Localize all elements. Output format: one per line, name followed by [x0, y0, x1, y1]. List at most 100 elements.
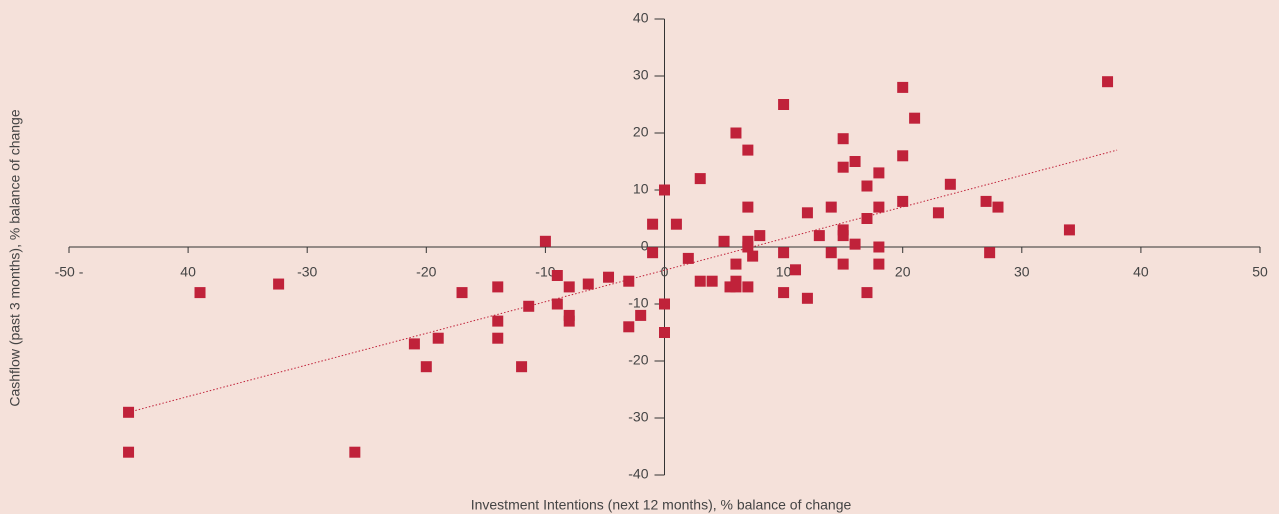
- point: [813, 230, 825, 242]
- y-tick-label: 40: [633, 10, 649, 26]
- point: [730, 275, 742, 287]
- point: [897, 150, 909, 162]
- x-tick-label: 0: [661, 264, 669, 280]
- point: [730, 258, 742, 270]
- point: [873, 167, 885, 179]
- point: [742, 144, 754, 156]
- point: [837, 161, 849, 173]
- point: [432, 332, 444, 344]
- point: [123, 446, 135, 458]
- point: [603, 271, 615, 283]
- point: [984, 247, 996, 259]
- point: [778, 247, 790, 259]
- point: [659, 298, 670, 310]
- point: [778, 99, 790, 110]
- point: [801, 207, 813, 219]
- point: [551, 270, 563, 281]
- point: [563, 315, 575, 327]
- point: [980, 195, 992, 207]
- x-tick-label: -30: [297, 264, 317, 280]
- point: [551, 298, 563, 310]
- x-tick-label: 40: [180, 264, 196, 280]
- point: [635, 309, 647, 321]
- point: [801, 292, 813, 304]
- point: [647, 247, 659, 259]
- point: [742, 241, 754, 253]
- point: [492, 315, 504, 327]
- point: [873, 201, 885, 213]
- x-tick-label: 30: [1014, 264, 1030, 280]
- point: [563, 309, 575, 321]
- point: [742, 281, 754, 293]
- point: [754, 230, 766, 242]
- point: [932, 207, 944, 219]
- point: [747, 250, 759, 262]
- point: [273, 278, 285, 290]
- point: [516, 361, 528, 373]
- point: [123, 406, 135, 418]
- x-tick-label: -20: [416, 264, 436, 280]
- point: [194, 287, 206, 299]
- x-tick-label: 40: [1133, 264, 1149, 280]
- trendline: [128, 149, 1118, 413]
- point: [837, 230, 849, 242]
- point: [408, 338, 420, 350]
- point: [659, 184, 670, 196]
- y-tick-label: 0: [641, 238, 649, 254]
- point: [694, 275, 706, 287]
- point: [873, 241, 885, 253]
- point: [682, 252, 694, 264]
- point: [861, 213, 873, 224]
- point: [647, 218, 659, 230]
- point: [944, 178, 956, 190]
- point: [539, 235, 551, 247]
- x-tick-label: -10: [535, 264, 555, 280]
- y-tick-label: -10: [628, 295, 648, 311]
- point: [706, 275, 718, 287]
- y-tick-label: -20: [628, 352, 648, 368]
- point: [659, 327, 670, 338]
- point: [778, 287, 790, 299]
- point: [861, 180, 873, 192]
- point: [1063, 224, 1075, 236]
- point: [849, 156, 861, 167]
- point: [623, 321, 635, 333]
- point: [861, 287, 873, 299]
- point: [420, 361, 432, 373]
- point: [670, 218, 682, 230]
- point: [897, 81, 909, 93]
- point: [873, 258, 885, 270]
- x-axis-label: Investment Intentions (next 12 months), …: [471, 497, 852, 513]
- point: [563, 281, 575, 293]
- point: [724, 281, 736, 293]
- point: [837, 258, 849, 270]
- point: [492, 281, 504, 293]
- point: [909, 112, 921, 124]
- point: [897, 195, 909, 207]
- y-axis-label: Cashflow (past 3 months), % balance of c…: [7, 109, 23, 406]
- point: [742, 235, 754, 247]
- x-tick-label: 10: [776, 264, 792, 280]
- point: [349, 446, 361, 458]
- point: [456, 287, 468, 299]
- point: [730, 281, 742, 293]
- point: [718, 235, 730, 247]
- point: [825, 201, 837, 213]
- y-tick-label: -30: [628, 409, 648, 425]
- x-tick-label: -50 -: [55, 264, 84, 280]
- point: [523, 300, 535, 312]
- point: [837, 224, 849, 236]
- point: [730, 127, 742, 139]
- point: [582, 278, 594, 290]
- point: [492, 332, 504, 344]
- x-tick-label: 20: [895, 264, 911, 280]
- point: [790, 264, 802, 276]
- point: [1102, 76, 1114, 88]
- point: [825, 247, 837, 259]
- y-tick-label: 20: [633, 124, 649, 140]
- point: [623, 275, 635, 287]
- x-tick-label: 50: [1252, 264, 1268, 280]
- point: [742, 201, 754, 213]
